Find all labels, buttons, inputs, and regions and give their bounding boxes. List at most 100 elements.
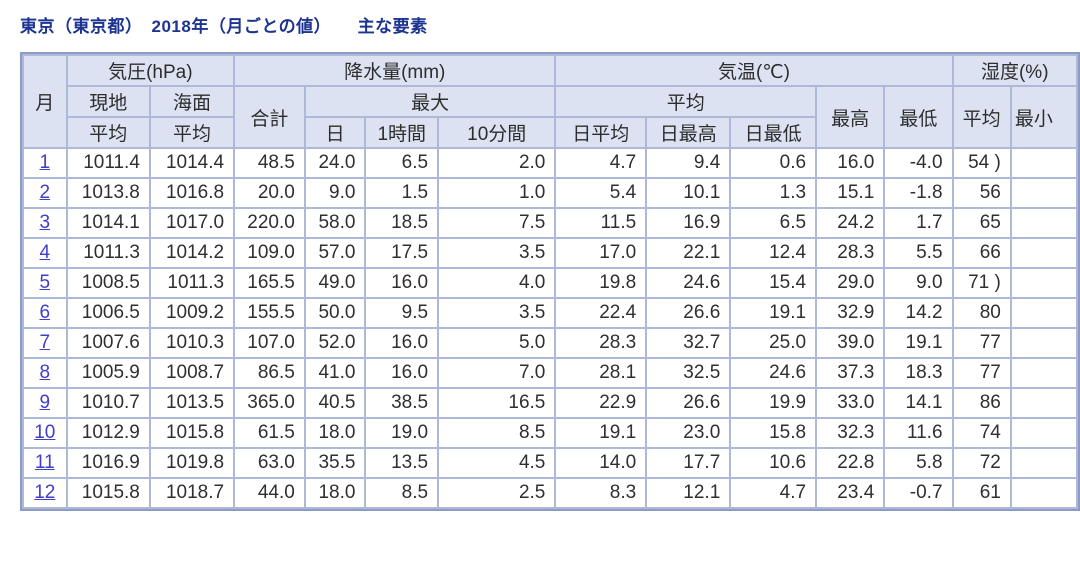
value-cell: 9.0	[303, 177, 367, 209]
month-cell: 8	[22, 357, 68, 389]
header-row-sub: 現地 海面 合計 最大 平均 最高 最低 平均 最小	[23, 85, 1079, 149]
value-cell: 19.0	[364, 417, 440, 449]
value-cell: 1009.2	[148, 297, 236, 329]
col-header-pressure-local-avg: 平均	[65, 116, 151, 149]
value-cell: 1010.3	[148, 327, 236, 359]
value-cell: 7.5	[437, 207, 557, 239]
value-cell: 6.5	[729, 207, 818, 239]
month-link[interactable]: 6	[39, 302, 51, 323]
value-cell: 19.1	[729, 297, 818, 329]
value-cell: 3.5	[437, 237, 557, 269]
col-header-precip-max: 最大	[303, 85, 557, 118]
value-cell: 1014.4	[148, 147, 236, 179]
col-header-temp-daily-avg: 日平均	[554, 116, 648, 149]
weather-table: 月 気圧(hPa) 降水量(mm) 気温(℃) 湿度(%) 現地 海面 合計 最…	[22, 54, 1079, 509]
col-header-precip-max-10min: 10分間	[437, 116, 557, 149]
value-cell: 61	[951, 477, 1012, 509]
value-cell: 1014.2	[148, 237, 236, 269]
value-cell: 9.4	[645, 147, 732, 179]
value-cell: 25.0	[729, 327, 818, 359]
value-cell: 22.4	[554, 297, 648, 329]
col-header-temp-highest: 最高	[815, 85, 886, 149]
month-cell: 2	[22, 177, 68, 209]
value-cell: 74	[951, 417, 1012, 449]
table-row: 8 1005.9 1008.7 86.5 41.0 16.0 7.0 28.1 32.5 24.6…	[22, 357, 1079, 389]
month-link[interactable]: 5	[39, 272, 51, 293]
month-link[interactable]: 2	[39, 182, 51, 203]
value-cell: 71 )	[951, 267, 1012, 299]
value-cell: 1017.0	[148, 207, 236, 239]
value-cell: 107.0	[233, 327, 306, 359]
month-cell: 12	[22, 477, 68, 509]
value-cell: 8.3	[554, 477, 648, 509]
table-row: 2 1013.8 1016.8 20.0 9.0 1.5 1.0 5.4 10.1 1.3 15.1…	[22, 177, 1079, 209]
value-cell: 32.7	[645, 327, 732, 359]
month-link[interactable]: 10	[34, 422, 56, 443]
value-cell: 1.5	[364, 177, 440, 209]
value-cell: 2.5	[437, 477, 557, 509]
value-cell: -1.8	[883, 177, 954, 209]
value-cell: 220.0	[233, 207, 306, 239]
value-cell: 28.1	[554, 357, 648, 389]
month-cell: 11	[22, 447, 68, 479]
col-header-precip-total: 合計	[233, 85, 306, 149]
col-header-pressure-sea-avg: 平均	[148, 116, 236, 149]
value-cell: 24.0	[303, 147, 367, 179]
month-link[interactable]: 12	[34, 482, 56, 503]
value-cell: 44.0	[233, 477, 306, 509]
value-cell: 14.0	[554, 447, 648, 479]
value-cell	[1009, 417, 1079, 449]
value-cell: 19.1	[883, 327, 954, 359]
value-cell: 32.9	[815, 297, 886, 329]
value-cell: 15.1	[815, 177, 886, 209]
value-cell: 63.0	[233, 447, 306, 479]
value-cell: 72	[951, 447, 1012, 479]
value-cell: 1.0	[437, 177, 557, 209]
month-link[interactable]: 9	[39, 392, 51, 413]
value-cell: 0.6	[729, 147, 818, 179]
month-link[interactable]: 1	[39, 152, 51, 173]
value-cell: 19.8	[554, 267, 648, 299]
value-cell: 20.0	[233, 177, 306, 209]
value-cell: 7.0	[437, 357, 557, 389]
value-cell: 86.5	[233, 357, 306, 389]
header-row-sub2: 平均 平均 日 1時間 10分間 日平均 日最高 日最低	[23, 116, 1077, 149]
value-cell: 1015.8	[148, 417, 236, 449]
value-cell: 1013.5	[148, 387, 236, 419]
value-cell: 1016.9	[65, 447, 151, 479]
month-link[interactable]: 11	[34, 452, 55, 473]
value-cell: 58.0	[303, 207, 367, 239]
table-container: 月 気圧(hPa) 降水量(mm) 気温(℃) 湿度(%) 現地 海面 合計 最…	[20, 52, 1080, 511]
value-cell: 52.0	[303, 327, 367, 359]
value-cell: 40.5	[303, 387, 367, 419]
value-cell: 61.5	[233, 417, 306, 449]
value-cell: 155.5	[233, 297, 306, 329]
value-cell: 57.0	[303, 237, 367, 269]
value-cell	[1009, 357, 1079, 389]
month-cell: 9	[22, 387, 68, 419]
value-cell: 1011.3	[148, 267, 236, 299]
value-cell: 1.3	[729, 177, 818, 209]
value-cell	[1009, 477, 1079, 509]
value-cell: 32.5	[645, 357, 732, 389]
value-cell: 12.4	[729, 237, 818, 269]
value-cell: 19.1	[554, 417, 648, 449]
col-header-temp-lowest: 最低	[883, 85, 954, 149]
col-header-pressure-sea: 海面	[148, 85, 236, 118]
value-cell: 49.0	[303, 267, 367, 299]
value-cell: 1011.4	[65, 147, 151, 179]
month-link[interactable]: 8	[39, 362, 51, 383]
value-cell: 28.3	[815, 237, 886, 269]
table-row: 7 1007.6 1010.3 107.0 52.0 16.0 5.0 28.3 32.7 25.…	[22, 327, 1079, 359]
value-cell: 22.9	[554, 387, 648, 419]
month-link[interactable]: 4	[39, 242, 51, 263]
month-link[interactable]: 3	[39, 212, 51, 233]
value-cell: 29.0	[815, 267, 886, 299]
value-cell: 1006.5	[65, 297, 151, 329]
value-cell: 4.7	[554, 147, 648, 179]
value-cell: 3.5	[437, 297, 557, 329]
value-cell: 16.5	[437, 387, 557, 419]
month-link[interactable]: 7	[39, 332, 51, 353]
table-row: 4 1011.3 1014.2 109.0 57.0 17.5 3.5 17.0 22.1 12.…	[22, 237, 1079, 269]
table-row: 6 1006.5 1009.2 155.5 50.0 9.5 3.5 22.4 26.6 19.1…	[22, 297, 1079, 329]
